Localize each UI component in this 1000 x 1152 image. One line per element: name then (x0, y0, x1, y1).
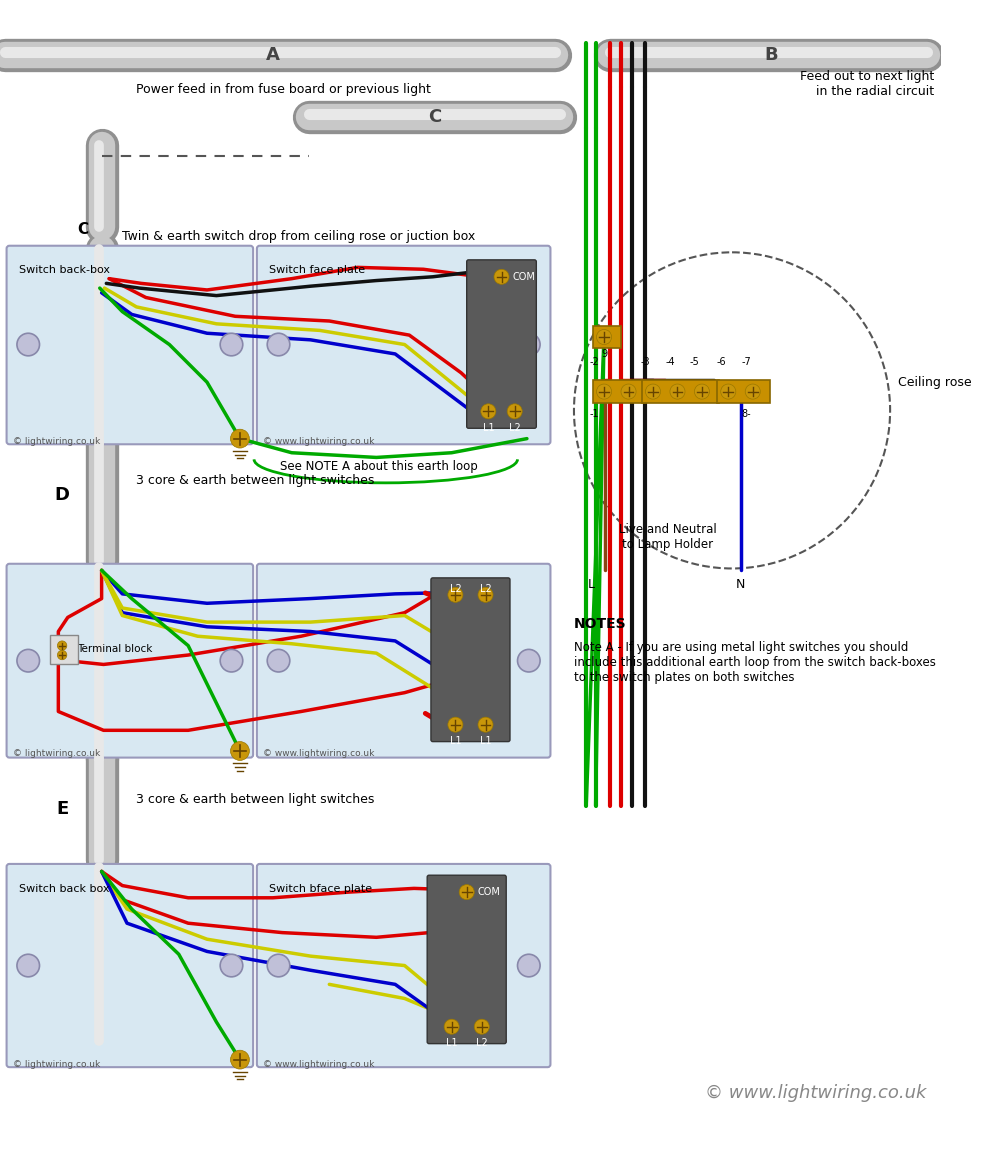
Text: © www.lightwiring.co.uk: © www.lightwiring.co.uk (263, 437, 375, 446)
Text: L1: L1 (483, 423, 494, 433)
Circle shape (494, 270, 509, 285)
Circle shape (721, 384, 736, 399)
Text: COM: COM (513, 272, 536, 282)
Circle shape (220, 650, 243, 672)
Text: L2: L2 (450, 584, 461, 593)
Circle shape (448, 588, 463, 602)
Circle shape (459, 885, 474, 900)
Text: © www.lightwiring.co.uk: © www.lightwiring.co.uk (705, 1084, 927, 1101)
Text: © www.lightwiring.co.uk: © www.lightwiring.co.uk (263, 749, 375, 758)
Circle shape (481, 404, 496, 419)
Text: COM: COM (478, 887, 501, 897)
Circle shape (17, 954, 40, 977)
Text: -1: -1 (590, 409, 600, 418)
Circle shape (17, 333, 40, 356)
Text: Switch face plate: Switch face plate (269, 265, 365, 275)
FancyBboxPatch shape (257, 864, 550, 1067)
Text: C: C (77, 222, 88, 237)
Text: L2: L2 (480, 584, 491, 593)
FancyBboxPatch shape (7, 245, 253, 445)
FancyBboxPatch shape (50, 635, 78, 664)
Circle shape (518, 650, 540, 672)
Text: L1: L1 (480, 736, 491, 746)
Circle shape (518, 333, 540, 356)
Circle shape (645, 384, 661, 399)
Text: See NOTE A about this earth loop: See NOTE A about this earth loop (280, 461, 478, 473)
Circle shape (57, 651, 67, 660)
FancyBboxPatch shape (7, 563, 253, 758)
Text: Power feed in from fuse board or previous light: Power feed in from fuse board or previou… (136, 83, 431, 96)
Circle shape (694, 384, 709, 399)
Text: E: E (56, 801, 68, 818)
FancyBboxPatch shape (427, 876, 506, 1044)
Text: N: N (736, 578, 745, 591)
Text: Twin & earth switch drop from ceiling rose or juction box: Twin & earth switch drop from ceiling ro… (122, 229, 476, 243)
Text: 3 core & earth between light switches: 3 core & earth between light switches (136, 475, 375, 487)
FancyBboxPatch shape (642, 380, 719, 403)
Text: C: C (428, 108, 441, 126)
Text: -2: -2 (590, 357, 600, 367)
Text: Switch back box: Switch back box (19, 884, 109, 894)
Circle shape (220, 333, 243, 356)
Text: -4: -4 (665, 357, 675, 367)
FancyBboxPatch shape (257, 245, 550, 445)
Text: Note A - If you are using metal light switches you should
include this additiona: Note A - If you are using metal light sw… (574, 641, 936, 684)
Text: -7: -7 (741, 357, 751, 367)
Circle shape (670, 384, 685, 399)
Circle shape (448, 718, 463, 733)
Text: Switch back-box: Switch back-box (19, 265, 110, 275)
Text: -3: -3 (641, 357, 650, 367)
Text: Live and Neutral
to Lamp Holder: Live and Neutral to Lamp Holder (619, 523, 717, 552)
Text: Feed out to next light
in the radial circuit: Feed out to next light in the radial cir… (800, 70, 934, 98)
Circle shape (267, 333, 290, 356)
Circle shape (220, 954, 243, 977)
Text: L1: L1 (446, 1038, 457, 1048)
Text: 9: 9 (601, 349, 607, 359)
Circle shape (478, 588, 493, 602)
Circle shape (597, 329, 612, 344)
Circle shape (17, 650, 40, 672)
Text: 8-: 8- (741, 409, 751, 418)
Circle shape (231, 742, 249, 760)
FancyBboxPatch shape (593, 380, 645, 403)
FancyBboxPatch shape (431, 578, 510, 742)
Text: Ceiling rose: Ceiling rose (898, 376, 971, 388)
Circle shape (57, 641, 67, 651)
Text: Terminal block: Terminal block (77, 644, 153, 654)
Text: Switch bface plate: Switch bface plate (269, 884, 372, 894)
Circle shape (267, 954, 290, 977)
Circle shape (507, 404, 522, 419)
FancyBboxPatch shape (7, 864, 253, 1067)
Text: L2: L2 (476, 1038, 488, 1048)
FancyBboxPatch shape (717, 380, 770, 403)
Circle shape (231, 1051, 249, 1069)
Circle shape (478, 718, 493, 733)
Text: 3 core & earth between light switches: 3 core & earth between light switches (136, 794, 375, 806)
Text: © lightwiring.co.uk: © lightwiring.co.uk (13, 1060, 100, 1069)
Circle shape (267, 650, 290, 672)
FancyBboxPatch shape (467, 260, 536, 429)
Circle shape (231, 430, 249, 448)
Text: A: A (266, 46, 280, 63)
Circle shape (597, 384, 612, 399)
Text: -5: -5 (690, 357, 699, 367)
Text: NOTES: NOTES (574, 617, 627, 631)
Circle shape (474, 1020, 489, 1034)
Circle shape (518, 954, 540, 977)
Text: -6: -6 (717, 357, 727, 367)
FancyBboxPatch shape (593, 326, 621, 348)
Text: L1: L1 (450, 736, 461, 746)
Text: © lightwiring.co.uk: © lightwiring.co.uk (13, 437, 100, 446)
Text: L: L (587, 578, 594, 591)
Text: © lightwiring.co.uk: © lightwiring.co.uk (13, 749, 100, 758)
Circle shape (745, 384, 760, 399)
Circle shape (621, 384, 636, 399)
FancyBboxPatch shape (257, 563, 550, 758)
Text: L2: L2 (509, 423, 521, 433)
Text: D: D (55, 486, 70, 505)
Text: B: B (765, 46, 778, 63)
Text: © www.lightwiring.co.uk: © www.lightwiring.co.uk (263, 1060, 375, 1069)
Circle shape (444, 1020, 459, 1034)
